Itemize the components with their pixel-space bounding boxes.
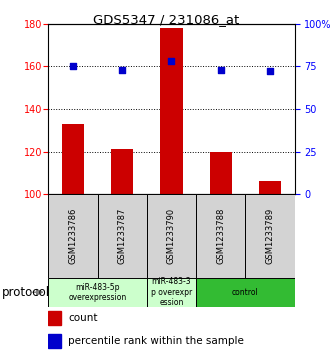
Point <box>70 63 76 69</box>
Text: percentile rank within the sample: percentile rank within the sample <box>68 336 244 346</box>
Bar <box>62 124 84 194</box>
Text: GSM1233788: GSM1233788 <box>216 208 225 264</box>
Bar <box>259 182 281 194</box>
Bar <box>147 194 196 278</box>
Text: control: control <box>232 288 259 297</box>
Bar <box>48 278 147 307</box>
Bar <box>196 194 245 278</box>
Text: miR-483-3
p overexpr
ession: miR-483-3 p overexpr ession <box>151 277 192 307</box>
Text: GSM1233786: GSM1233786 <box>68 208 78 264</box>
Text: GSM1233787: GSM1233787 <box>118 208 127 264</box>
Bar <box>98 194 147 278</box>
Point <box>169 58 174 64</box>
Text: GDS5347 / 231086_at: GDS5347 / 231086_at <box>93 13 240 26</box>
Bar <box>245 194 295 278</box>
Text: GSM1233790: GSM1233790 <box>167 208 176 264</box>
Bar <box>48 311 61 325</box>
Text: count: count <box>68 313 98 323</box>
Text: GSM1233789: GSM1233789 <box>265 208 275 264</box>
Point <box>120 67 125 73</box>
Text: protocol: protocol <box>2 286 50 299</box>
Bar <box>161 28 182 194</box>
Text: miR-483-5p
overexpression: miR-483-5p overexpression <box>69 282 127 302</box>
Point <box>218 67 223 73</box>
Bar <box>111 150 133 194</box>
Bar <box>48 194 98 278</box>
Bar <box>210 151 232 194</box>
Bar <box>147 278 196 307</box>
Bar <box>196 278 295 307</box>
Bar <box>48 334 61 348</box>
Point <box>267 69 273 74</box>
